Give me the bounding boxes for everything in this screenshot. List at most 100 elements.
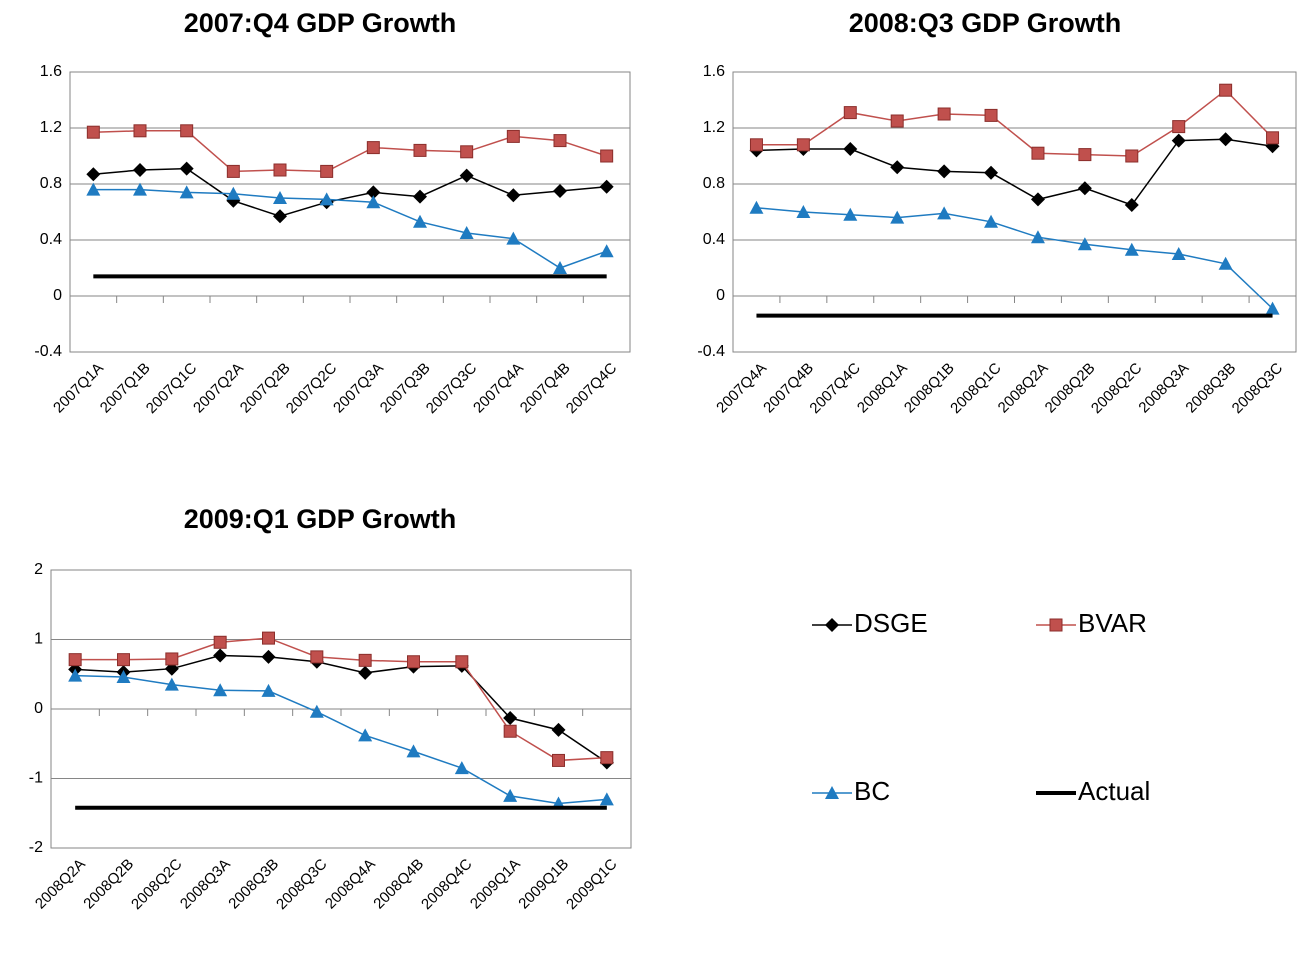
marker-diamond: [86, 167, 101, 182]
marker-triangle: [319, 192, 334, 206]
marker-square: [503, 724, 517, 738]
marker-triangle: [1124, 242, 1139, 256]
marker-square: [1078, 148, 1092, 162]
marker-diamond: [890, 160, 905, 175]
marker-triangle: [890, 210, 905, 224]
marker-square: [273, 163, 287, 177]
marker-square: [937, 107, 951, 121]
marker-square: [1125, 149, 1139, 163]
x-tick-label: 2008Q4B: [370, 856, 427, 913]
marker-diamond: [213, 648, 228, 663]
series-line: [75, 654, 608, 764]
marker-diamond: [551, 722, 566, 737]
marker-square: [553, 134, 567, 148]
series-line: [93, 188, 607, 269]
marker-triangle: [1265, 301, 1280, 315]
marker-diamond: [358, 665, 373, 680]
marker-triangle: [358, 728, 373, 742]
marker-square: [1172, 120, 1186, 134]
y-tick-label: -0.4: [34, 343, 62, 360]
y-tick-label: 0: [53, 287, 62, 304]
x-tick-label: 2008Q3C: [1229, 360, 1287, 418]
y-tick-label: 1: [34, 631, 43, 648]
marker-square: [407, 655, 420, 669]
marker-diamond: [1030, 192, 1045, 207]
marker-diamond: [937, 164, 952, 179]
marker-triangle: [825, 786, 839, 799]
marker-diamond: [825, 618, 839, 632]
marker-square: [413, 143, 427, 157]
x-tick-label: 2007Q2A: [190, 360, 247, 417]
x-tick-label: 2007Q1A: [50, 360, 107, 417]
series-line: [756, 138, 1273, 206]
marker-square: [1266, 131, 1280, 145]
marker-triangle: [226, 186, 241, 200]
marker-triangle: [213, 683, 228, 697]
x-tick-label: 2007Q3C: [423, 360, 481, 418]
marker-diamond: [133, 163, 147, 177]
x-tick-label: 2008Q1A: [854, 360, 911, 417]
marker-triangle: [553, 261, 567, 274]
marker-square: [1219, 83, 1233, 97]
marker-triangle: [749, 200, 764, 214]
x-tick-label: 2008Q4C: [418, 856, 476, 914]
marker-triangle: [459, 226, 474, 239]
marker-square: [460, 145, 474, 159]
marker-diamond: [503, 711, 518, 726]
marker-triangle: [599, 792, 614, 806]
x-tick-label: 2007Q4A: [713, 360, 770, 417]
x-tick-label: 2007Q1C: [143, 360, 201, 418]
marker-diamond: [1124, 198, 1139, 212]
marker-square: [180, 124, 194, 138]
marker-triangle: [133, 182, 147, 196]
marker-diamond: [413, 189, 427, 204]
marker-triangle: [1077, 237, 1092, 251]
marker-square: [1031, 146, 1045, 160]
marker-square: [890, 114, 904, 128]
x-tick-label: 2007Q4C: [563, 360, 621, 418]
x-tick-label: 2008Q2A: [32, 856, 89, 913]
marker-square: [366, 141, 380, 155]
y-tick-label: 0: [716, 287, 725, 304]
marker-triangle: [309, 704, 324, 718]
marker-square: [86, 125, 100, 139]
marker-diamond: [1218, 132, 1233, 147]
marker-square: [262, 631, 275, 645]
y-tick-label: 1.6: [40, 63, 62, 80]
marker-diamond: [506, 188, 521, 203]
marker-triangle: [261, 683, 276, 697]
marker-triangle: [1030, 230, 1045, 244]
marker-square: [796, 138, 810, 152]
series-line: [75, 637, 607, 762]
plot-border: [69, 71, 631, 353]
marker-square: [749, 138, 763, 152]
marker-diamond: [459, 168, 474, 183]
series-line: [756, 207, 1274, 310]
chart-title: 2007:Q4 GDP Growth: [184, 8, 457, 38]
y-tick-label: -0.4: [697, 343, 725, 360]
marker-square: [984, 108, 998, 122]
marker-diamond: [179, 161, 194, 176]
marker-triangle: [68, 668, 83, 682]
marker-diamond: [553, 184, 567, 198]
marker-triangle: [164, 677, 179, 691]
marker-diamond: [1171, 133, 1186, 148]
marker-square: [165, 652, 179, 666]
marker-square: [600, 149, 614, 163]
x-tick-label: 2007Q4A: [470, 360, 527, 417]
chart-title: 2009:Q1 GDP Growth: [184, 504, 457, 534]
legend-label: Actual: [1078, 776, 1150, 806]
legend-label: BVAR: [1078, 608, 1147, 638]
marker-square: [310, 650, 324, 664]
x-tick-label: 2008Q3A: [1135, 360, 1192, 417]
legend-label: BC: [854, 776, 890, 806]
marker-triangle: [1218, 256, 1233, 270]
y-tick-label: 0.4: [40, 231, 62, 248]
y-tick-label: 2: [34, 561, 43, 578]
y-tick-label: -1: [29, 770, 43, 787]
marker-triangle: [273, 191, 287, 204]
y-tick-label: 0.4: [703, 231, 725, 248]
marker-triangle: [366, 195, 381, 209]
x-tick-label: 2008Q4A: [322, 856, 379, 913]
marker-diamond: [273, 209, 287, 224]
